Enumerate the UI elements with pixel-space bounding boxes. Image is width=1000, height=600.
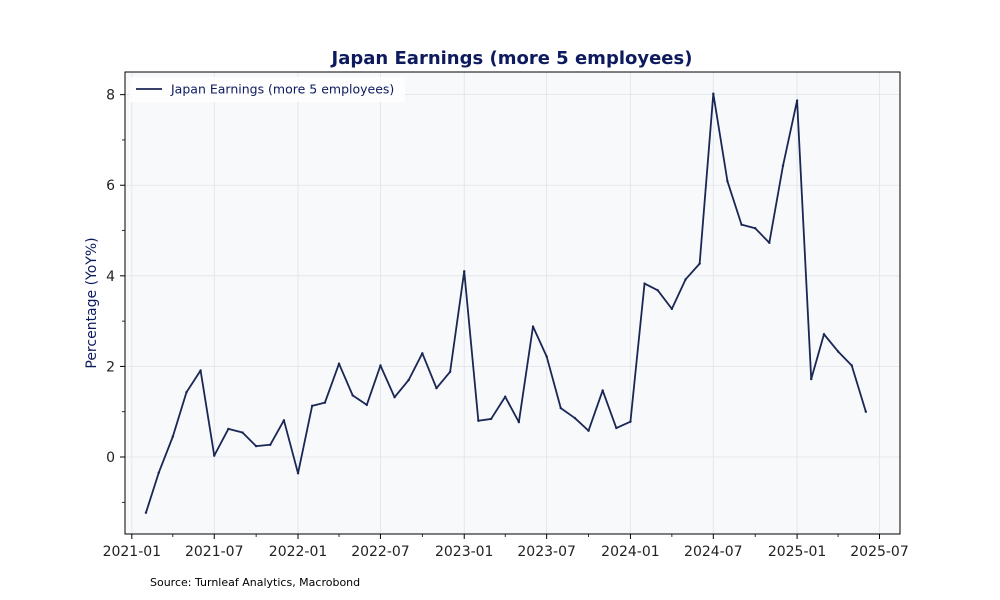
data-point [545,355,548,358]
x-tick-label: 2021-01 [103,544,162,560]
data-point [559,406,562,410]
series-layer [144,92,868,514]
data-point [296,472,300,475]
data-point [531,325,535,328]
data-point [435,386,438,390]
x-tick-label: 2021-07 [185,544,244,560]
data-point [864,410,868,413]
x-tick-label: 2025-01 [768,544,827,560]
data-point [185,391,188,394]
y-tick-label: 2 [106,359,115,375]
legend-label: Japan Earnings (more 5 employees) [170,82,394,97]
data-point [351,394,354,397]
axis-ticks: 2021-01 2021-07 2022-01 2022-07 2023-01 2023-… [103,88,909,560]
y-axis-label: Percentage (YoY%) [84,237,100,368]
source-note: Source: Turnleaf Analytics, Macrobond [150,576,360,589]
chart-title: Japan Earnings (more 5 employees) [330,48,693,69]
x-tick-label: 2022-01 [269,544,328,560]
data-point [601,389,604,392]
data-point [698,262,701,265]
data-point [587,429,590,432]
data-point [379,364,382,367]
data-point [712,92,715,95]
legend: Japan Earnings (more 5 employees) [130,77,405,102]
y-tick-label: 4 [106,269,115,285]
data-point [850,364,853,367]
grid [125,72,900,534]
x-tick-label: 2023-07 [517,544,576,560]
data-point [310,404,314,408]
data-point [754,227,757,230]
data-point [517,420,521,424]
data-point [199,369,202,372]
plot-area [125,72,900,534]
data-point [629,420,632,423]
data-point [781,164,785,167]
data-point [489,417,493,421]
y-tick-label: 8 [106,88,115,104]
data-point [684,278,687,281]
data-point [477,419,480,422]
legend-box [130,77,405,102]
y-tick-label: 6 [106,178,115,194]
data-point [365,403,368,407]
data-point [171,435,175,438]
data-point [407,378,410,382]
data-point [241,431,244,434]
data-point [795,99,799,102]
data-point [337,362,341,365]
data-point [269,443,272,446]
x-tick-label: 2022-07 [351,544,410,560]
data-point [254,444,258,448]
data-point [144,511,148,514]
data-point [822,333,826,336]
data-point [323,401,327,404]
data-point [670,307,674,311]
x-tick-label: 2024-01 [601,544,660,560]
data-point [157,471,160,475]
x-tick-label: 2024-07 [684,544,743,560]
x-tick-label: 2023-01 [435,544,494,560]
y-tick-label: 0 [106,450,115,466]
data-point [573,416,577,420]
data-point [282,419,286,422]
data-point [213,454,216,457]
data-point [643,282,646,285]
data-point [421,352,424,355]
data-point [227,427,230,431]
data-point [615,426,618,430]
data-point [836,350,840,353]
data-point [463,270,466,273]
x-tick-label: 2025-07 [850,544,909,560]
data-point [656,289,659,292]
data-point [810,377,813,381]
data-point [393,396,396,399]
data-point [726,179,729,183]
data-point [504,395,507,398]
data-point [740,223,743,226]
plot-frame [124,71,901,535]
data-point [768,241,771,244]
data-point [448,370,452,374]
